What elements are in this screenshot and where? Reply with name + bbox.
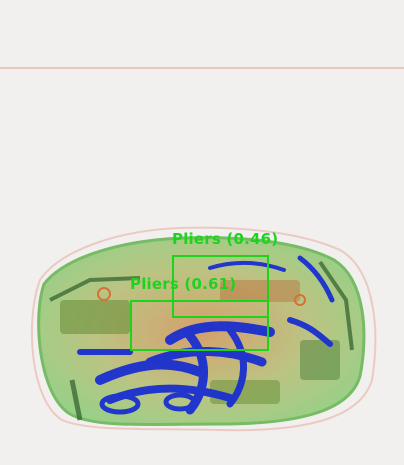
ring-item (294, 294, 306, 306)
tray-item (300, 340, 340, 380)
detection-box-pliers-2 (130, 300, 269, 351)
detection-label-pliers-1: Pliers (0.46) (172, 230, 279, 248)
item-edge (318, 260, 354, 351)
tray-item (60, 300, 130, 334)
item-edge (49, 276, 141, 302)
bag-outline (30, 226, 377, 432)
item-edge (69, 379, 83, 421)
detection-label-pliers-2: Pliers (0.61) (130, 275, 237, 293)
ring-item (97, 287, 111, 301)
tray-item (220, 280, 300, 302)
detection-box-pliers-1 (172, 255, 269, 318)
metal-objects (77, 255, 335, 415)
